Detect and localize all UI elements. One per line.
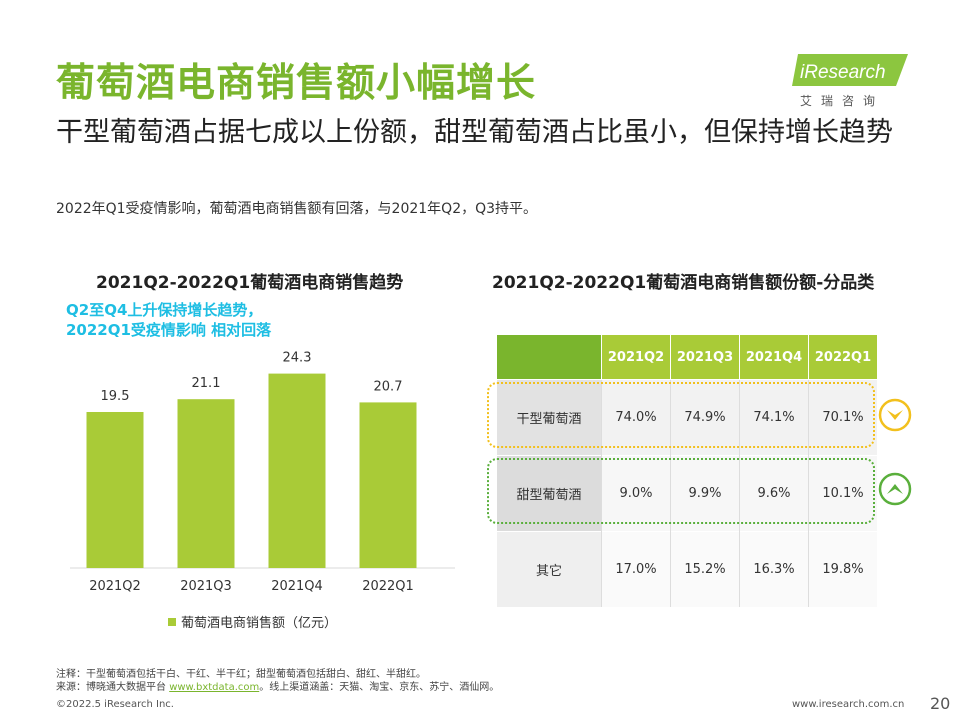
table-col-header: 2021Q2 <box>601 335 671 380</box>
value-label-2021Q4: 24.3 <box>283 351 312 366</box>
table-cell: 74.1% <box>739 379 809 456</box>
logo-subtitle: 艾瑞咨询 <box>800 94 885 108</box>
row-label: 其它 <box>497 531 602 607</box>
row-label: 干型葡萄酒 <box>497 379 602 456</box>
iresearch-logo: iResearch <box>792 54 908 86</box>
bar-2021Q2 <box>86 412 144 568</box>
source-link[interactable]: www.bxtdata.com <box>169 682 260 693</box>
bar-2021Q3 <box>177 399 235 568</box>
right-table-title: 2021Q2-2022Q1葡萄酒电商销售额份额-分品类 <box>492 273 875 293</box>
trend-up-icon <box>878 472 912 506</box>
x-tick-2021Q3: 2021Q3 <box>180 579 232 594</box>
source-suffix: 。线上渠道涵盖：天猫、淘宝、京东、苏宁、酒仙网。 <box>259 682 500 693</box>
page-title: 葡萄酒电商销售额小幅增长 <box>56 61 537 106</box>
legend-label: 葡萄酒电商销售额（亿元） <box>181 616 338 631</box>
table-cell: 15.2% <box>670 531 740 607</box>
table-row-other: 其它 17.0% 15.2% 16.3% 19.8% <box>497 531 877 607</box>
table-corner-cell <box>497 335 602 380</box>
table-row-sweet-wine: 甜型葡萄酒 9.0% 9.9% 9.6% 10.1% <box>497 455 877 532</box>
logo-brand: iResearch <box>800 62 886 83</box>
page-number: 20 <box>930 694 951 713</box>
annotation-line-2: 2022Q1受疫情影响 相对回落 <box>66 321 272 339</box>
x-tick-2021Q4: 2021Q4 <box>271 579 323 594</box>
dry-wine-highlight <box>487 382 875 448</box>
sales-bar-chart: 19.5 2021Q2 21.1 2021Q3 24.3 2021Q4 20.7 2022Q1 <box>70 351 455 594</box>
table-cell: 16.3% <box>739 531 809 607</box>
x-tick-2022Q1: 2022Q1 <box>362 579 414 594</box>
page-description: 2022年Q1受疫情影响，葡萄酒电商销售额有回落，与2021年Q2，Q3持平。 <box>56 201 538 217</box>
sweet-wine-highlight <box>487 458 875 524</box>
annotation-line-1: Q2至Q4上升保持增长趋势， <box>66 301 263 319</box>
legend-swatch <box>168 618 176 626</box>
bar-2022Q1 <box>359 402 417 568</box>
trend-down-icon <box>878 398 912 432</box>
table-cell: 74.0% <box>601 379 671 456</box>
source-prefix: 来源：博晓通大数据平台 <box>56 682 170 693</box>
value-label-2021Q3: 21.1 <box>192 376 221 391</box>
table-cell: 9.6% <box>739 455 809 532</box>
table-cell: 17.0% <box>601 531 671 607</box>
share-table: 2021Q2 2021Q3 2021Q4 2022Q1 干型葡萄酒 74.0% … <box>497 335 877 607</box>
table-cell: 70.1% <box>808 379 877 456</box>
table-col-header: 2021Q4 <box>739 335 809 380</box>
table-row-dry-wine: 干型葡萄酒 74.0% 74.9% 74.1% 70.1% <box>497 379 877 456</box>
copyright: ©2022.5 iResearch Inc. <box>56 699 174 710</box>
bar-2021Q4 <box>268 373 326 568</box>
value-label-2021Q2: 19.5 <box>101 389 130 404</box>
table-cell: 19.8% <box>808 531 877 607</box>
note-text: 注释：干型葡萄酒包括干白、干红、半干红；甜型葡萄酒包括甜白、甜红、半甜红。 <box>56 669 426 680</box>
table-cell: 74.9% <box>670 379 740 456</box>
table-cell: 9.9% <box>670 455 740 532</box>
value-label-2022Q1: 20.7 <box>374 379 403 394</box>
left-chart-title: 2021Q2-2022Q1葡萄酒电商销售趋势 <box>96 273 404 293</box>
table-col-header: 2021Q3 <box>670 335 740 380</box>
table-cell: 9.0% <box>601 455 671 532</box>
row-label: 甜型葡萄酒 <box>497 455 602 532</box>
chart-legend: 葡萄酒电商销售额（亿元） <box>168 612 337 631</box>
table-header-row: 2021Q2 2021Q3 2021Q4 2022Q1 <box>497 335 877 380</box>
chart-annotation: Q2至Q4上升保持增长趋势， 2022Q1受疫情影响 相对回落 <box>66 300 271 340</box>
table-col-header: 2022Q1 <box>808 335 877 380</box>
page-subtitle: 干型葡萄酒占据七成以上份额，甜型葡萄酒占比虽小，但保持增长趋势 <box>56 117 893 148</box>
website: www.iresearch.com.cn <box>792 699 905 710</box>
footnotes: 注释：干型葡萄酒包括干白、干红、半干红；甜型葡萄酒包括甜白、甜红、半甜红。 来源… <box>56 668 499 694</box>
source-text: 来源：博晓通大数据平台 www.bxtdata.com。线上渠道涵盖：天猫、淘宝… <box>56 681 499 694</box>
x-tick-2021Q2: 2021Q2 <box>89 579 141 594</box>
